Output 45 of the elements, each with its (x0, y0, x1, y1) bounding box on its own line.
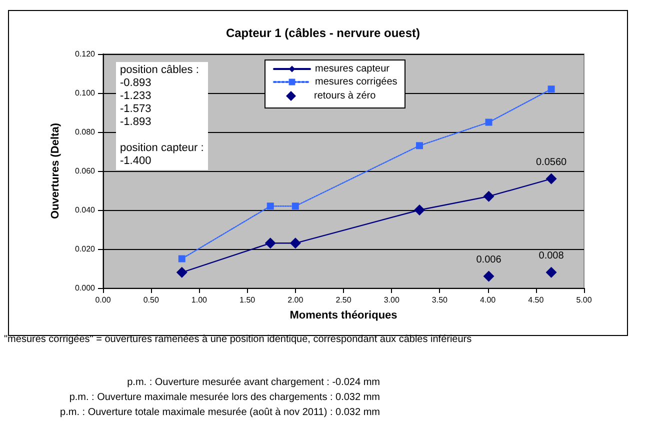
x-tick-label: 1.50 (240, 296, 256, 304)
point (546, 266, 557, 278)
y-tick-label: 0.080 (74, 128, 96, 136)
x-axis-title: Moments théoriques (290, 310, 398, 322)
legend-label: mesures capteur (315, 64, 390, 74)
legend-label: mesures corrigées (315, 76, 398, 88)
data-label: 0.006 (476, 254, 502, 266)
point (485, 118, 492, 126)
point (176, 266, 188, 278)
point (292, 202, 299, 210)
point (416, 142, 423, 150)
text: position câbles : -0.893 -1.233 -1.573 -1.893 position capteur : -1.400 (120, 64, 204, 167)
y-tick-label: 0.000 (74, 284, 96, 292)
y-axis-title: Ouvertures (Delta) (50, 122, 62, 219)
x-tick-label: 0.50 (143, 296, 160, 304)
y-tick-label: 0.060 (74, 166, 96, 176)
x-tick-label: 3.50 (432, 296, 448, 304)
point (266, 202, 274, 210)
point (178, 255, 186, 262)
text: p.m. : Ouverture mesurée avant chargement : -0.024 mm (127, 377, 380, 388)
x-tick-label: 2.50 (336, 296, 352, 304)
x-tick-label: 4.00 (480, 296, 496, 304)
data-label: 0.0560 (536, 156, 568, 168)
y-tick-label: 0.100 (74, 88, 96, 98)
point (483, 190, 494, 202)
point (414, 204, 425, 216)
y-tick-label: 0.020 (74, 244, 96, 254)
point (483, 270, 494, 282)
point (264, 238, 276, 249)
x-tick-label: 4.50 (528, 296, 544, 304)
y-tick-label: 0.120 (74, 50, 96, 58)
text: p.m. : Ouverture totale maximale mesurée (août à nov 2011) : 0.032 mm (60, 407, 380, 418)
point (546, 173, 557, 184)
legend-label: retours à zéro (314, 90, 376, 102)
x-tick-label: 1.00 (191, 296, 208, 304)
x-tick-label: 0.00 (95, 296, 112, 304)
y-tick-label: 0.040 (74, 206, 96, 214)
data-label: 0.008 (538, 250, 564, 262)
point (290, 238, 301, 249)
chart-title: Capteur 1 (câbles - nervure ouest) (226, 26, 420, 40)
x-tick-label: 3.00 (384, 296, 400, 304)
x-tick-label: 2.00 (288, 296, 304, 304)
point (548, 86, 555, 93)
x-tick-label: 5.00 (576, 296, 592, 304)
text: p.m. : Ouverture maximale mesurée lors des chargements : 0.032 mm (69, 392, 380, 403)
